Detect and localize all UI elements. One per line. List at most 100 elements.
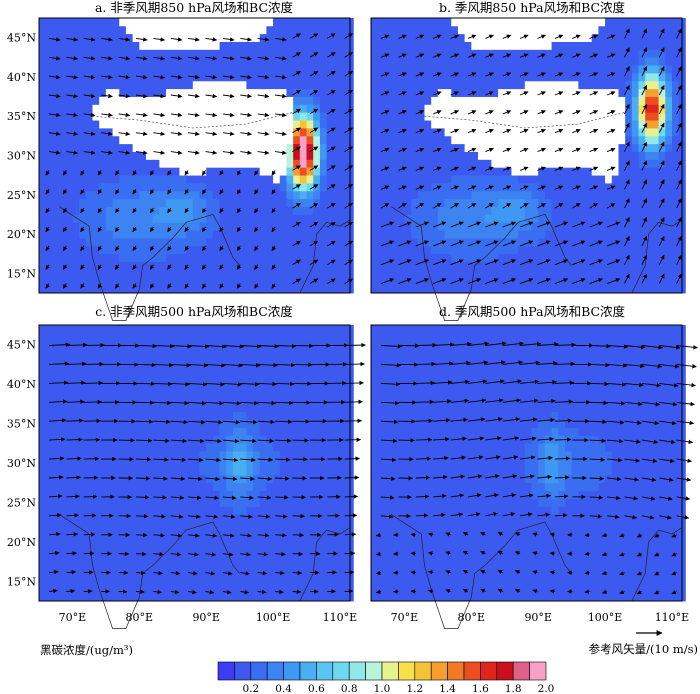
bc-cell	[219, 183, 227, 192]
bc-cell	[212, 356, 220, 365]
bc-cell	[578, 190, 586, 200]
bc-cell	[618, 285, 626, 294]
wind-vector	[201, 207, 207, 214]
bc-cell	[39, 206, 47, 215]
bc-cell	[92, 514, 100, 523]
bc-cell	[172, 143, 180, 152]
bc-cell	[119, 80, 127, 90]
bc-cell	[651, 159, 659, 168]
wind-vector	[132, 264, 137, 270]
bc-cell	[105, 435, 113, 444]
bc-cell	[39, 569, 47, 578]
bc-cell	[206, 364, 214, 373]
wind-vector	[624, 273, 630, 284]
bc-cell	[65, 222, 73, 231]
bc-cell	[192, 545, 200, 555]
bc-cell	[52, 18, 60, 27]
wind-vector	[219, 207, 224, 214]
bc-cell	[226, 135, 234, 145]
bc-cell	[424, 159, 432, 168]
bc-cell	[226, 214, 234, 223]
bc-cell	[558, 167, 566, 176]
bc-cell	[605, 285, 613, 294]
bc-cell	[571, 159, 579, 168]
bc-cell	[192, 57, 200, 66]
bc-cell	[172, 65, 180, 74]
bc-cell	[179, 372, 187, 381]
bc-cell	[105, 332, 113, 342]
wind-vector	[83, 74, 96, 80]
bc-cell	[139, 80, 147, 90]
bc-cell	[259, 49, 267, 58]
bc-cell	[611, 143, 619, 152]
bc-cell	[431, 25, 439, 35]
bc-cell	[266, 57, 274, 66]
bc-cell	[618, 198, 626, 207]
bc-cell	[39, 112, 47, 121]
bc-cell	[478, 80, 486, 90]
bc-cell	[511, 285, 519, 294]
bc-cell	[139, 183, 147, 192]
bc-cell	[192, 159, 200, 168]
bc-cell	[132, 577, 140, 586]
bc-cell	[146, 356, 154, 365]
bc-cell	[45, 340, 53, 350]
bc-cell	[293, 167, 301, 176]
bc-cell	[132, 585, 140, 594]
bc-cell	[658, 253, 666, 262]
bc-cell	[339, 285, 348, 294]
bc-cell	[333, 65, 341, 74]
bc-cell	[139, 506, 147, 515]
bc-cell	[112, 506, 120, 515]
wind-vector	[380, 259, 395, 266]
bc-cell	[146, 253, 154, 262]
bc-cell	[199, 57, 207, 66]
bc-cell	[564, 183, 573, 192]
bc-cell	[299, 41, 307, 50]
bc-cell	[631, 104, 639, 113]
bc-cell	[219, 120, 227, 129]
wind-vector	[309, 202, 319, 209]
bc-cell	[159, 325, 167, 334]
bc-cell	[65, 506, 73, 515]
wind-vector	[433, 34, 442, 39]
bc-cell	[125, 88, 134, 97]
bc-cell	[598, 80, 606, 90]
bc-cell	[404, 57, 412, 66]
bc-cell	[239, 261, 247, 270]
bc-cell	[99, 530, 107, 539]
wind-vector	[537, 166, 546, 171]
bc-cell	[232, 277, 241, 286]
bc-cell	[239, 561, 247, 570]
bc-cell	[232, 135, 241, 145]
bc-cell	[491, 33, 499, 42]
bc-cell	[598, 245, 606, 255]
bc-cell	[377, 143, 385, 152]
bc-cell	[645, 128, 653, 137]
bc-cell	[239, 474, 247, 484]
wind-vector	[344, 221, 353, 228]
bc-cell	[99, 151, 107, 160]
wind-vector	[48, 150, 61, 155]
bc-cell	[665, 18, 673, 27]
bc-cell	[431, 151, 439, 160]
bc-cell	[391, 159, 399, 168]
bc-cell	[125, 183, 134, 192]
bc-cell	[59, 96, 67, 105]
bc-cell	[558, 222, 566, 231]
bc-cell	[166, 96, 174, 105]
bc-cell	[293, 151, 301, 160]
bc-cell	[564, 277, 573, 286]
wind-vector	[380, 240, 395, 247]
bc-cell	[219, 435, 227, 444]
bc-cell	[531, 57, 539, 66]
wind-vector	[309, 240, 319, 247]
bc-cell	[239, 577, 247, 586]
bc-cell	[384, 143, 392, 152]
bc-cell	[293, 18, 301, 27]
bc-cell	[159, 585, 167, 594]
bc-cell	[45, 183, 53, 192]
bc-cell	[206, 167, 214, 176]
bc-cell	[651, 135, 659, 145]
bc-cell	[437, 222, 445, 231]
